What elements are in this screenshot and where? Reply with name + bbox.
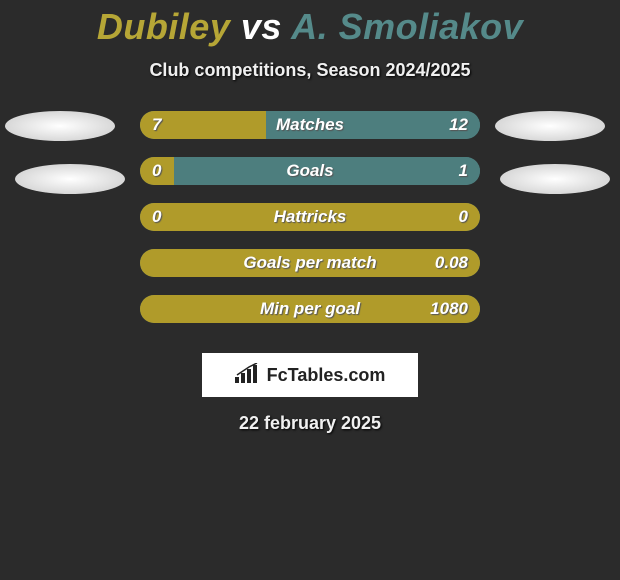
title-left: Dubiley	[97, 6, 231, 47]
logo-text: FcTables.com	[267, 365, 386, 386]
stat-bar-right	[266, 111, 480, 139]
stats-block: Matches712Goals01Hattricks00Goals per ma…	[0, 111, 620, 341]
stat-bar-left	[140, 295, 480, 323]
stat-bar-right	[174, 157, 480, 185]
stat-bar-track	[140, 295, 480, 323]
stat-bar-left	[140, 157, 174, 185]
chart-icon	[235, 363, 261, 388]
page-title: Dubiley vs A. Smoliakov	[0, 0, 620, 48]
stat-bar-track	[140, 111, 480, 139]
stat-bar-track	[140, 203, 480, 231]
title-right: A. Smoliakov	[291, 6, 523, 47]
date-text: 22 february 2025	[0, 413, 620, 434]
stat-bar-track	[140, 157, 480, 185]
stat-row: Matches712	[0, 111, 620, 157]
stat-row: Goals per match0.08	[0, 249, 620, 295]
stat-bar-left	[140, 111, 266, 139]
stat-row: Goals01	[0, 157, 620, 203]
stat-row: Min per goal1080	[0, 295, 620, 341]
title-vs: vs	[241, 6, 282, 47]
stat-bar-left	[140, 249, 480, 277]
stat-bar-track	[140, 249, 480, 277]
logo-box[interactable]: FcTables.com	[202, 353, 418, 397]
stat-bar-left	[140, 203, 480, 231]
subtitle: Club competitions, Season 2024/2025	[0, 60, 620, 81]
stat-row: Hattricks00	[0, 203, 620, 249]
